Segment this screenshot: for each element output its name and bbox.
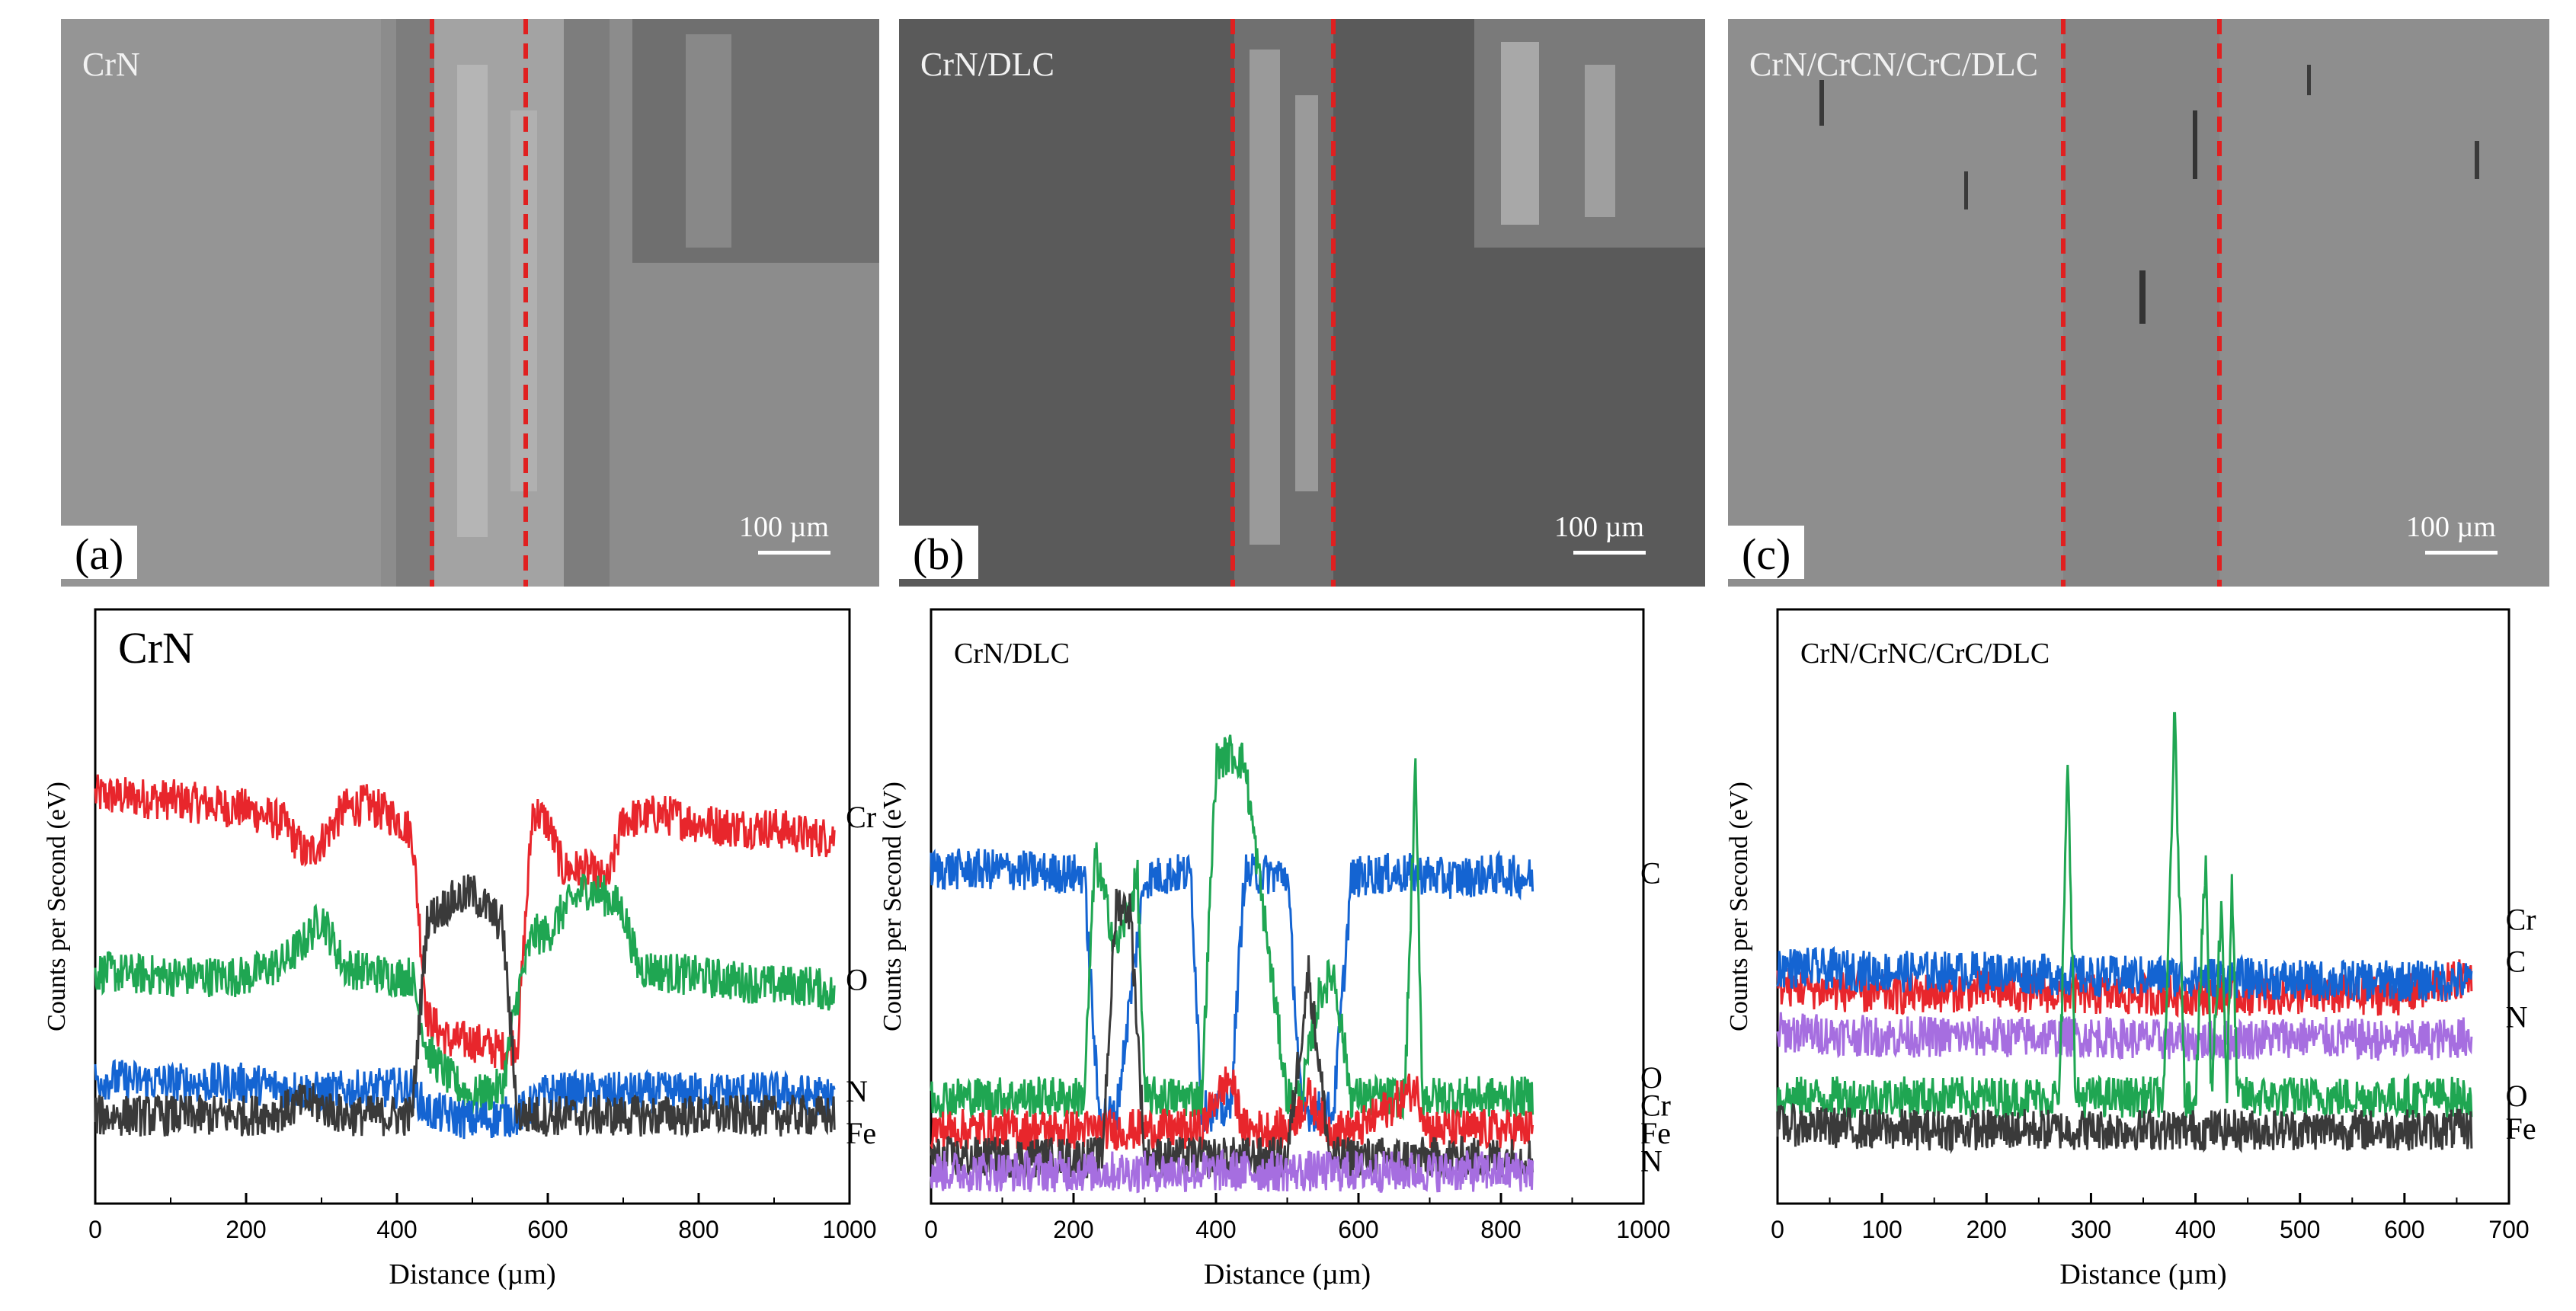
line-label-Fe: Fe (2506, 1111, 2536, 1146)
series-O (1776, 711, 2473, 1121)
x-axis-label: Distance (µm) (1204, 1258, 1371, 1290)
sem-panel-a: CrN (a) 100 µm (61, 19, 879, 587)
panel-letter-a: (a) (61, 526, 138, 579)
x-tick-label: 300 (2071, 1216, 2111, 1243)
x-tick-label: 800 (1480, 1216, 1521, 1243)
x-tick-label: 600 (527, 1216, 568, 1243)
x-tick-label: 500 (2280, 1216, 2320, 1243)
x-tick-label: 1000 (1616, 1216, 1670, 1243)
line-label-O: O (846, 963, 868, 997)
line-label-N: N (846, 1074, 868, 1108)
x-tick-label: 200 (226, 1216, 266, 1243)
chart-1: CrN Cr O N Fe 0 200 400 600 800 1000 Distance (µm) C… (43, 608, 877, 1290)
line-label-N: N (2506, 1000, 2528, 1034)
line-label-O: O (2506, 1079, 2528, 1113)
chart-title: CrN/CrNC/CrC/DLC (1800, 638, 2050, 670)
chart-title: CrN (118, 623, 194, 673)
panel-letter-b: (b) (899, 526, 978, 579)
x-tick-label: 600 (2384, 1216, 2424, 1243)
scale-bar-label-b: 100 µm (1554, 511, 1644, 543)
x-tick-label: 1000 (822, 1216, 876, 1243)
x-tick-label: 200 (1966, 1216, 2007, 1243)
scale-bar-label-c: 100 µm (2406, 511, 2496, 543)
chart-3: CrN/CrNC/CrC/DLC Cr CN OFe 0 100 200 300 400 500 6… (1725, 608, 2536, 1290)
scale-bar-b (1573, 551, 1646, 555)
scale-bar-label-a: 100 µm (739, 511, 829, 543)
series-Fe (94, 874, 836, 1138)
sem-image-c (1728, 19, 2549, 587)
x-tick-label: 0 (88, 1216, 102, 1243)
line-label-Fe: Fe (1640, 1116, 1671, 1150)
series-O (94, 873, 836, 1114)
series-Fe (930, 888, 1534, 1180)
sem-label-b: CrN/DLC (920, 46, 1054, 83)
x-tick-label: 100 (1861, 1216, 1902, 1243)
panel-letter-c: (c) (1728, 526, 1805, 579)
x-tick-label: 800 (678, 1216, 718, 1243)
x-tick-label: 200 (1053, 1216, 1093, 1243)
sem-image-a (61, 19, 879, 587)
series-N (1776, 1012, 2473, 1062)
y-axis-label: Counts per Second (eV) (878, 782, 907, 1031)
line-label-C: C (2506, 944, 2526, 978)
x-axis-label: Distance (µm) (2059, 1258, 2226, 1290)
line-label-Fe: Fe (846, 1116, 876, 1150)
series-N (930, 1148, 1534, 1194)
line-label-Cr: Cr (2506, 902, 2536, 936)
series-Cr (930, 1066, 1534, 1155)
line-label-C: C (1640, 855, 1661, 890)
series-O (930, 734, 1534, 1122)
x-tick-label: 400 (2175, 1216, 2216, 1243)
x-tick-label: 400 (376, 1216, 417, 1243)
series-C (1776, 945, 2473, 1002)
line-label-N: N (1640, 1144, 1662, 1178)
sem-label-c: CrN/CrCN/CrC/DLC (1749, 46, 2038, 83)
plot-frame (930, 608, 1645, 1205)
scale-bar-c (2425, 551, 2498, 555)
sem-image-b (899, 19, 1705, 587)
series-N (94, 1059, 836, 1140)
series-C (930, 848, 1534, 1134)
series-Fe (1776, 1102, 2473, 1155)
sem-panel-b: CrN/DLC (b) 100 µm (899, 19, 1705, 587)
x-tick-label: 0 (1771, 1216, 1784, 1243)
line-label-Cr: Cr (1640, 1088, 1671, 1122)
sem-label-a: CrN (82, 46, 140, 83)
scale-bar-a (758, 551, 830, 555)
y-axis-label: Counts per Second (eV) (1725, 782, 1753, 1031)
x-tick-label: 400 (1195, 1216, 1236, 1243)
x-tick-label: 0 (924, 1216, 938, 1243)
series-Cr (94, 774, 836, 1071)
chart-title: CrN/DLC (954, 638, 1070, 670)
y-axis-label: Counts per Second (eV) (43, 782, 71, 1031)
sem-panel-c: CrN/CrCN/CrC/DLC (c) 100 µm (1728, 19, 2549, 587)
x-axis-label: Distance (µm) (389, 1258, 555, 1290)
line-label-O: O (1640, 1060, 1662, 1095)
line-label-Cr: Cr (846, 800, 876, 834)
x-tick-label: 700 (2488, 1216, 2529, 1243)
x-tick-label: 600 (1338, 1216, 1378, 1243)
